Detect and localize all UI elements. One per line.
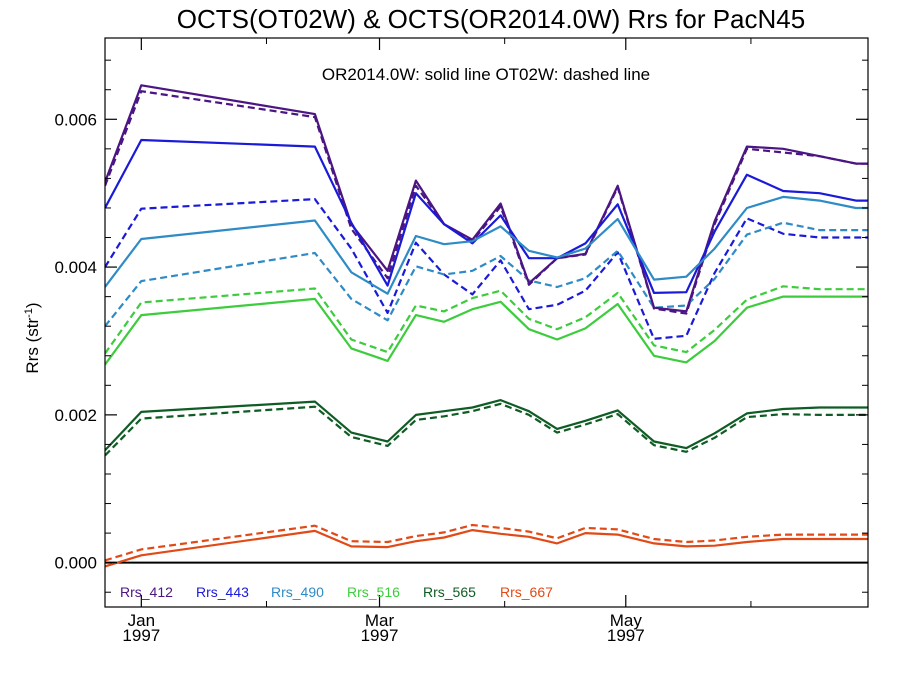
y-axis-label-exponent: -1: [23, 308, 35, 318]
series-line-rrs-667-solid: [105, 528, 868, 568]
plot-frame: [104, 37, 869, 608]
series-line-rrs-490-ot02w-dashed: [105, 221, 868, 327]
series-line-rrs-490-solid: [105, 195, 868, 295]
y-tick-label: 0.006: [54, 110, 97, 129]
series-line-rrs-667-ot02w-dashed: [105, 523, 868, 562]
series-line-rrs-516-solid: [105, 295, 868, 366]
legend-item-rrs-412: Rrs_412: [120, 584, 173, 600]
series-line-rrs-565-ot02w-dashed: [105, 402, 868, 457]
plot-area: [105, 84, 868, 568]
y-axis-label-text: Rrs (str: [23, 318, 42, 374]
x-tick-year: 1997: [361, 626, 399, 645]
series-lines: [105, 84, 868, 568]
x-tick-month: May: [610, 611, 643, 630]
legend-item-rrs-565: Rrs_565: [423, 584, 476, 600]
legend-item-rrs-667: Rrs_667: [500, 584, 553, 600]
series-line-rrs-412-ot02w-dashed: [105, 90, 868, 315]
legend-item-rrs-443: Rrs_443: [196, 584, 249, 600]
legend: Rrs_412 Rrs_443 Rrs_490 Rrs_516 Rrs_565 Rrs_6…: [120, 584, 553, 600]
y-tick-label: 0.000: [54, 554, 97, 573]
y-tick-label: 0.002: [54, 406, 97, 425]
x-tick-month: Mar: [365, 611, 395, 630]
chart-subtitle: OR2014.0W: solid line OT02W: dashed line: [322, 65, 650, 84]
y-axis-label: Rrs (str-1): [23, 302, 42, 373]
x-tick-year: 1997: [607, 626, 645, 645]
y-tick-label: 0.004: [54, 258, 97, 277]
axes: 0.0000.0020.0040.006Jan1997Mar1997May199…: [54, 37, 869, 645]
x-tick-month: Jan: [128, 611, 155, 630]
legend-item-rrs-516: Rrs_516: [347, 584, 400, 600]
series-line-rrs-516-ot02w-dashed: [105, 285, 868, 355]
y-axis-label-close: ): [23, 302, 42, 308]
legend-item-rrs-490: Rrs_490: [271, 584, 324, 600]
series-line-rrs-443-solid: [105, 138, 868, 294]
x-tick-year: 1997: [122, 626, 160, 645]
series-line-rrs-565-solid: [105, 399, 868, 452]
series-line-rrs-443-ot02w-dashed: [105, 198, 868, 340]
chart-title: OCTS(OT02W) & OCTS(OR2014.0W) Rrs for Pa…: [177, 4, 805, 34]
